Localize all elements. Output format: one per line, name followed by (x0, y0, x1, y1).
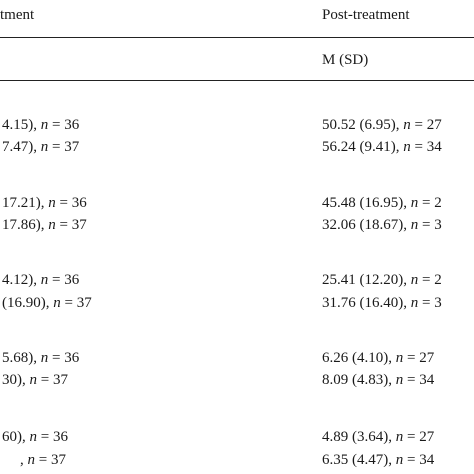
table-cell: 45.48 (16.95), n = 2 (322, 195, 442, 211)
table-cell: 6.35 (4.47), n = 34 (322, 452, 435, 468)
table-cell: , n = 37 (20, 452, 66, 468)
table-cell: 4.15), n = 36 (2, 117, 80, 133)
subheader-cell: M (SD) (322, 52, 369, 68)
table-cell: 17.86), n = 37 (2, 217, 87, 233)
header-cell: tment (0, 7, 35, 23)
table-cell: 56.24 (9.41), n = 34 (322, 139, 442, 155)
table-cell: 4.89 (3.64), n = 27 (322, 429, 435, 445)
table-cell: 4.12), n = 36 (2, 272, 80, 288)
table-cell: 32.06 (18.67), n = 3 (322, 217, 442, 233)
table-cell: 50.52 (6.95), n = 27 (322, 117, 442, 133)
table-cell: 6.26 (4.10), n = 27 (322, 350, 435, 366)
table-cell: 17.21), n = 36 (2, 195, 87, 211)
table-cell: 30), n = 37 (2, 372, 68, 388)
table-cell: (16.90), n = 37 (2, 295, 92, 311)
table-cell: 8.09 (4.83), n = 34 (322, 372, 435, 388)
rule (0, 80, 474, 81)
table-cell: 31.76 (16.40), n = 3 (322, 295, 442, 311)
table-cell: 7.47), n = 37 (2, 139, 80, 155)
table-cell: 5.68), n = 36 (2, 350, 80, 366)
rule (0, 37, 474, 38)
table-cell: 25.41 (12.20), n = 2 (322, 272, 442, 288)
header-cell: Post-treatment (322, 7, 410, 23)
table-cell: 60), n = 36 (2, 429, 68, 445)
